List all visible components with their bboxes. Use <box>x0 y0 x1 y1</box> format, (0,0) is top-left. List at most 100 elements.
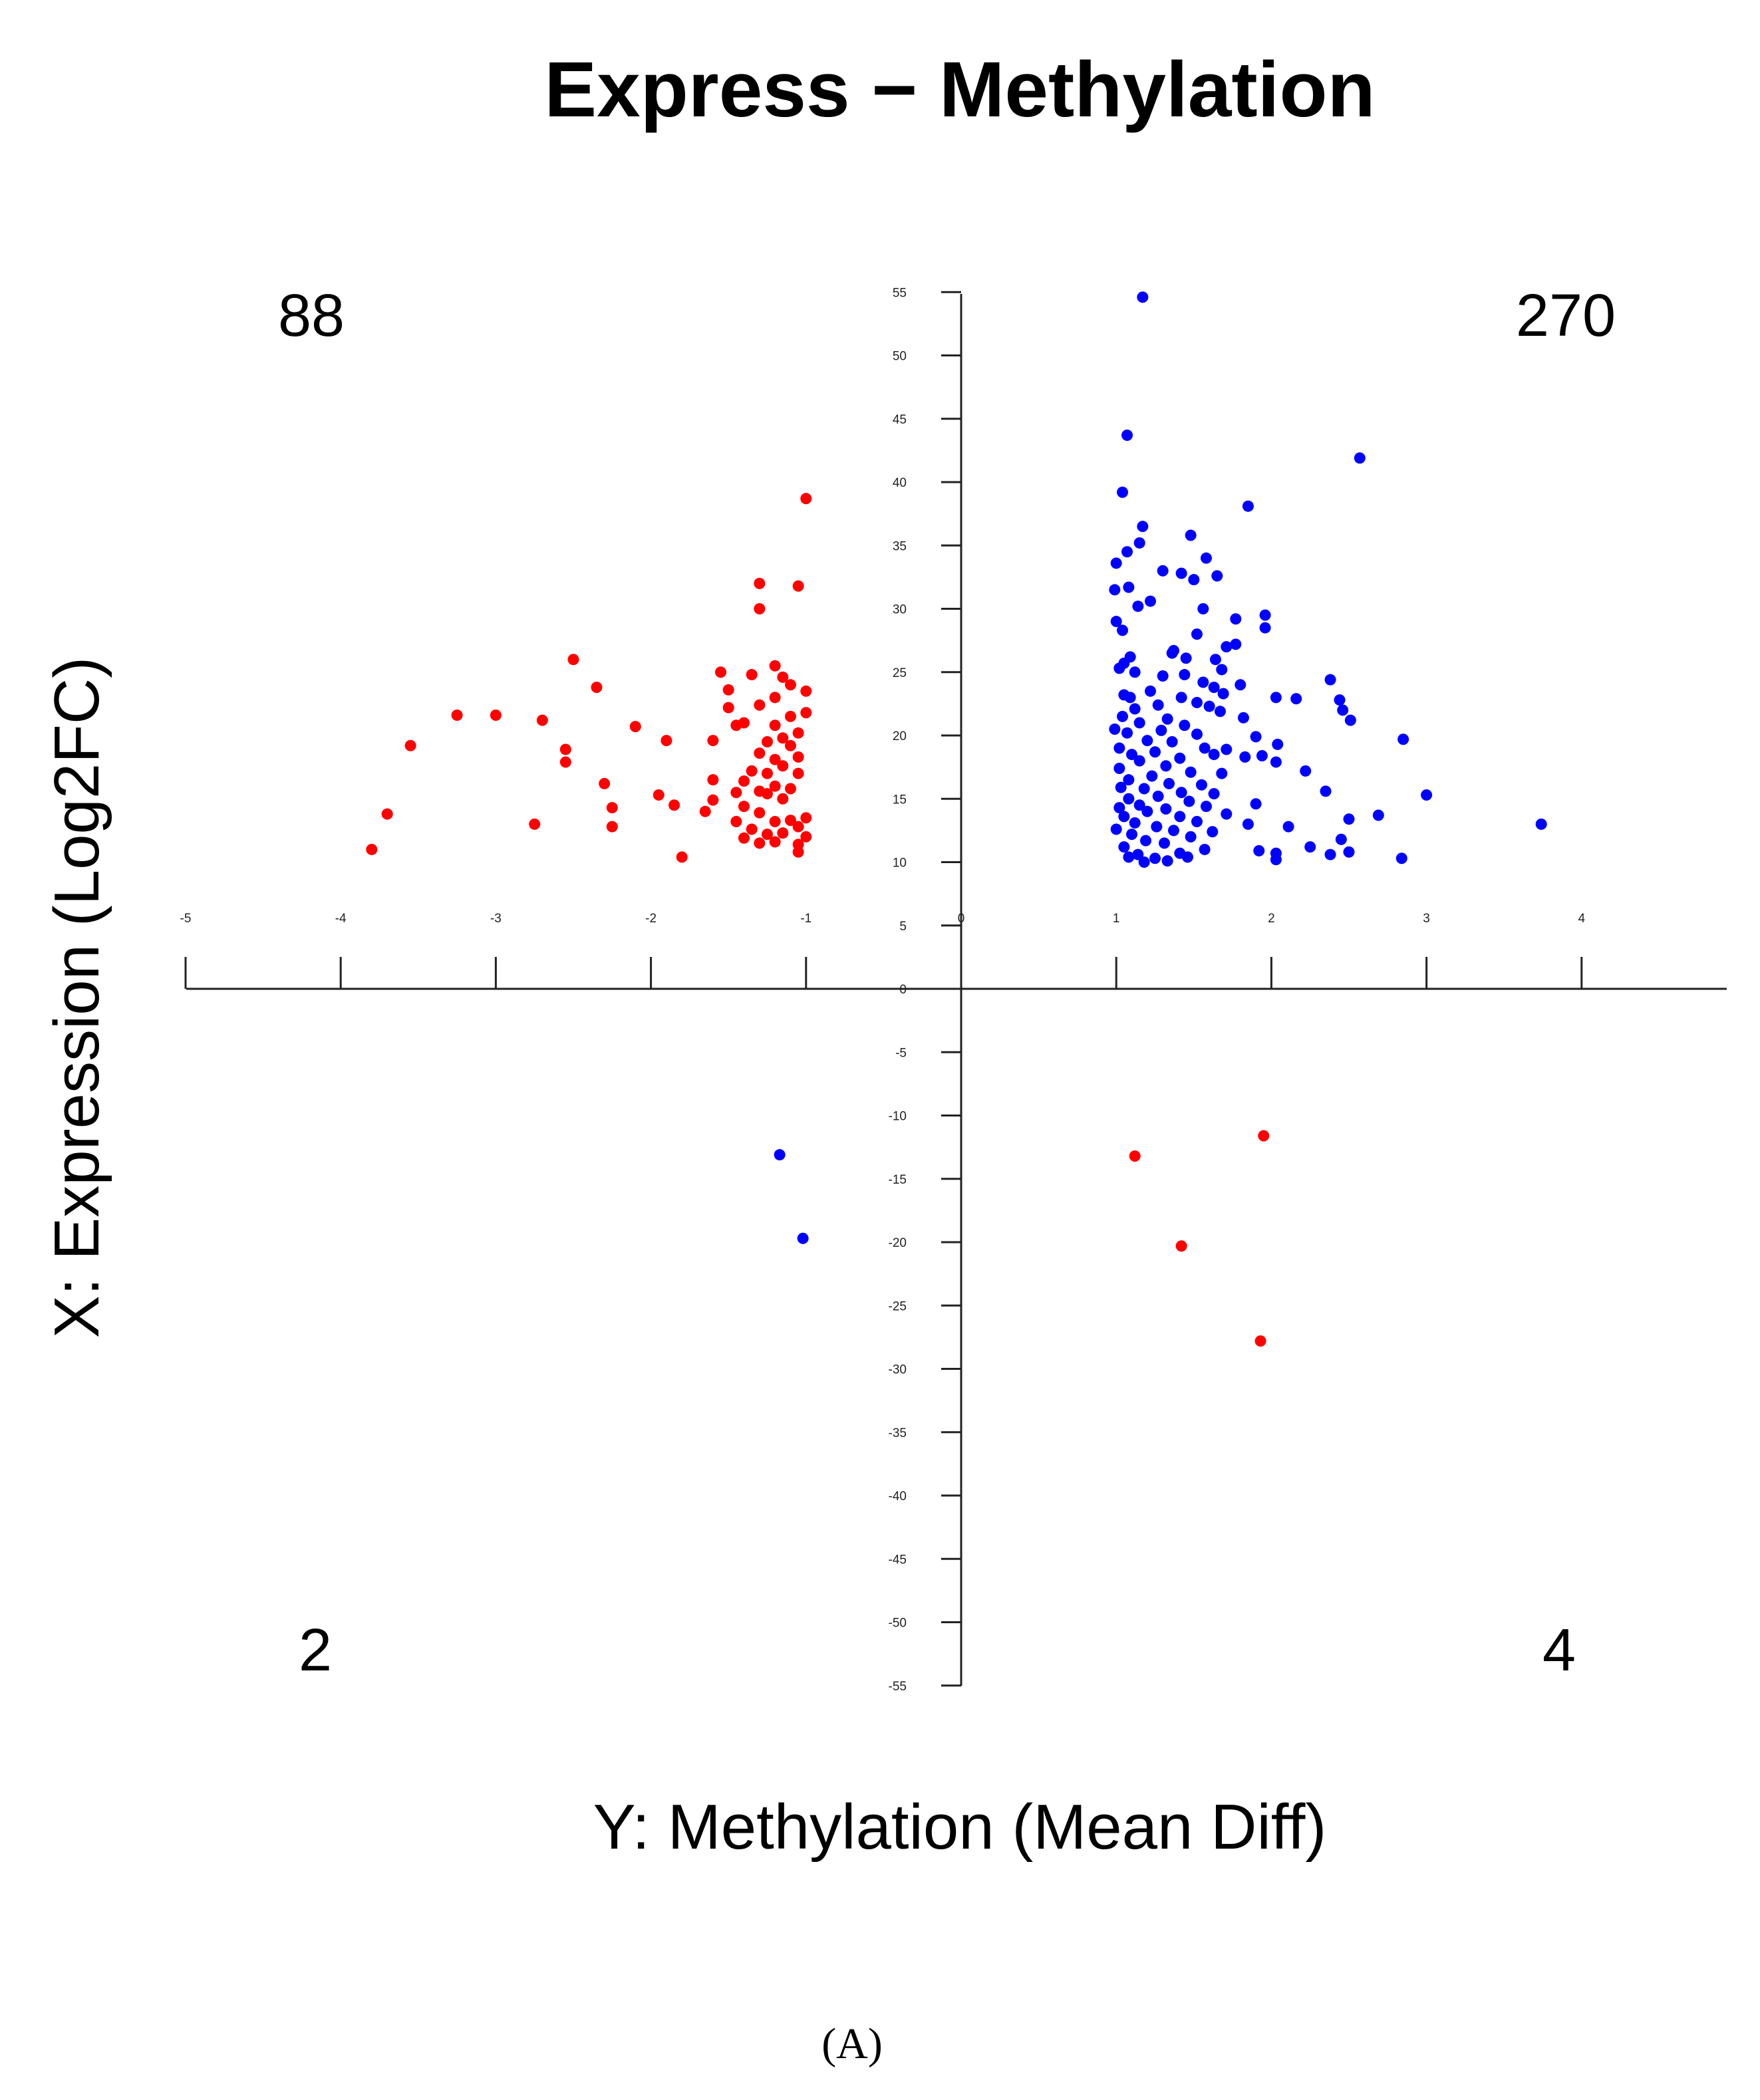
blue-point <box>1199 742 1211 754</box>
red-point <box>490 710 502 722</box>
blue-point <box>1109 584 1121 596</box>
blue-point <box>1132 849 1144 860</box>
blue-point <box>1129 703 1141 715</box>
blue-point <box>1290 693 1302 705</box>
blue-point <box>774 1149 786 1161</box>
blue-point <box>1337 704 1349 716</box>
red-point <box>762 767 773 779</box>
y-tick-label: 0 <box>899 983 907 997</box>
y-tick-label: 55 <box>893 286 907 300</box>
red-point <box>769 753 781 765</box>
red-point <box>381 808 393 820</box>
red-point <box>784 679 796 691</box>
blue-point <box>1149 853 1161 864</box>
x-tick-label: -1 <box>800 912 811 926</box>
blue-point <box>1141 735 1153 747</box>
red-point <box>792 767 804 779</box>
red-point <box>722 684 734 696</box>
blue-point <box>1118 841 1130 853</box>
blue-point <box>1270 756 1282 768</box>
blue-point <box>1161 713 1173 725</box>
y-tick-label: 40 <box>893 476 907 490</box>
red-point <box>567 654 579 666</box>
y-tick-label: -50 <box>889 1617 907 1631</box>
blue-point <box>1117 486 1129 498</box>
y-tick-label: -30 <box>889 1363 907 1377</box>
blue-point <box>1146 770 1158 782</box>
red-point <box>769 780 781 792</box>
blue-point <box>1191 696 1203 708</box>
blue-point <box>1113 802 1125 814</box>
blue-point <box>1138 783 1150 795</box>
red-point <box>1254 1335 1266 1347</box>
y-ticks: 5550454035302520151050-5-10-15-20-25-30-… <box>889 286 961 1694</box>
blue-point <box>1149 746 1161 758</box>
red-point <box>754 807 766 819</box>
blue-point <box>1151 821 1163 833</box>
blue-point <box>1133 799 1145 811</box>
blue-point <box>1179 720 1191 731</box>
red-point <box>451 710 463 722</box>
blue-point <box>1113 742 1125 754</box>
red-point <box>746 669 758 681</box>
blue-point <box>1141 805 1153 817</box>
blue-point <box>1259 609 1271 621</box>
blue-point <box>1344 714 1356 726</box>
red-point <box>777 827 789 839</box>
red-point <box>754 699 766 711</box>
blue-point <box>1395 853 1407 864</box>
red-point <box>769 816 781 828</box>
red-point <box>784 783 796 795</box>
blue-point <box>1115 781 1127 793</box>
blue-point <box>1372 809 1384 821</box>
blue-point <box>1117 710 1129 722</box>
blue-point <box>1397 733 1409 745</box>
blue-point <box>1118 811 1130 823</box>
blue-point <box>1123 774 1135 786</box>
red-point <box>792 751 804 763</box>
blue-point <box>1124 692 1136 704</box>
y-tick-label: 10 <box>893 856 907 870</box>
red-point <box>746 765 758 777</box>
red-point <box>738 832 750 844</box>
red-point <box>800 812 812 824</box>
blue-point <box>1152 790 1164 802</box>
blue-point <box>1191 628 1203 640</box>
blue-point <box>1113 662 1125 674</box>
red-point <box>707 774 719 786</box>
blue-point <box>1242 500 1254 512</box>
red-point <box>784 739 796 751</box>
blue-point <box>1320 785 1332 797</box>
blue-point <box>1110 557 1122 569</box>
blue-point <box>1421 789 1433 801</box>
blue-point <box>1259 622 1271 634</box>
blue-point <box>1272 738 1284 750</box>
blue-point <box>1230 613 1242 625</box>
red-point <box>800 831 812 843</box>
blue-point <box>1208 788 1220 800</box>
red-point <box>668 799 680 811</box>
blue-point <box>1237 712 1249 723</box>
y-tick-label: -55 <box>889 1680 907 1694</box>
y-tick-label: -5 <box>895 1046 907 1060</box>
blue-point <box>1179 669 1191 681</box>
blue-point <box>1175 787 1187 799</box>
x-tick-label: -5 <box>180 912 192 926</box>
blue-point <box>1180 652 1192 664</box>
red-point <box>536 714 548 726</box>
blue-point <box>1137 521 1149 533</box>
red-point <box>792 846 804 858</box>
y-tick-label: -35 <box>889 1426 907 1440</box>
data-points <box>366 291 1547 1347</box>
red-point <box>754 603 766 614</box>
y-tick-label: 5 <box>899 920 907 934</box>
blue-point <box>1324 849 1336 860</box>
blue-point <box>1188 574 1200 586</box>
blue-point <box>1160 760 1172 772</box>
blue-point <box>1110 616 1122 628</box>
blue-point <box>1121 430 1133 442</box>
blue-point <box>1343 846 1355 858</box>
count-top-left: 88 <box>278 283 345 349</box>
blue-point <box>1145 685 1157 697</box>
panel-label: (A) <box>821 2020 883 2068</box>
